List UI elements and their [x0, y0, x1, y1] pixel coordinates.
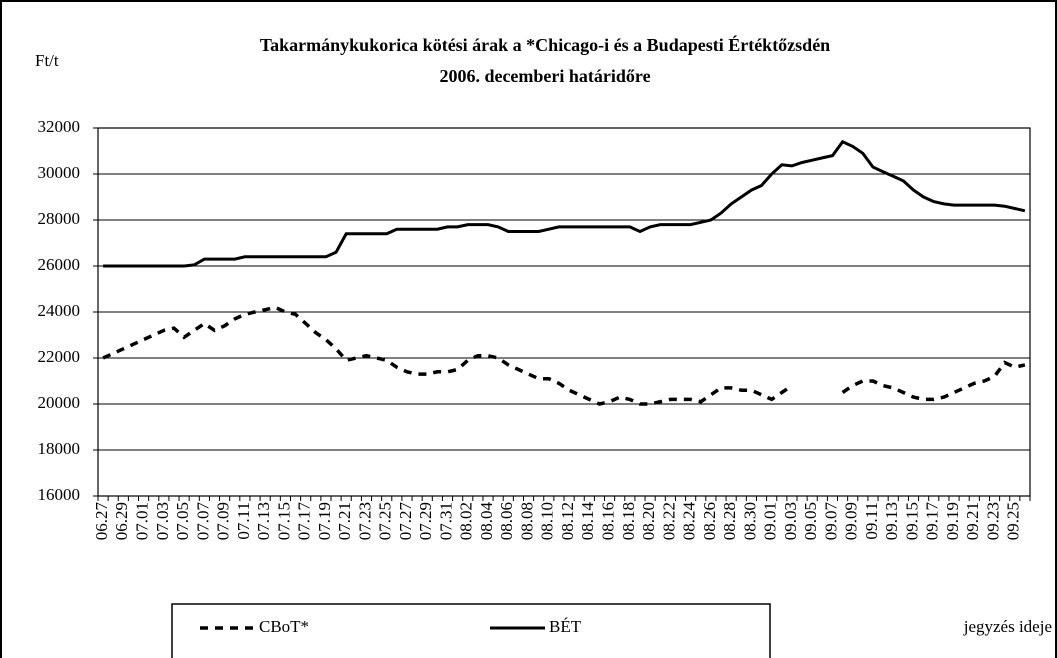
- x-tick-label: 07.29: [416, 502, 435, 540]
- line-series: [103, 139, 1026, 268]
- x-tick-label: 08.18: [619, 502, 638, 540]
- y-tick-label: 26000: [38, 255, 81, 274]
- x-tick-label: 08.28: [720, 502, 739, 540]
- x-tick-label: 09.03: [781, 502, 800, 540]
- x-tick-label: 09.19: [943, 502, 962, 540]
- x-tick-label: 08.26: [700, 502, 719, 540]
- x-tick-label: 08.16: [598, 502, 617, 540]
- x-tick-label: 06.29: [112, 502, 131, 540]
- x-tick-label: 08.14: [578, 502, 597, 541]
- x-tick-label: 07.15: [274, 502, 293, 540]
- legend-label: CBoT*: [259, 617, 309, 636]
- x-tick-label: 08.04: [477, 502, 496, 541]
- x-tick-label: 07.09: [214, 502, 233, 540]
- x-tick-label: 07.11: [234, 502, 253, 540]
- x-tick-label: 09.05: [801, 502, 820, 540]
- line-series: [102, 305, 1026, 406]
- y-tick-label: 24000: [38, 301, 81, 320]
- x-tick-label: 09.23: [983, 502, 1002, 540]
- x-tick-label: 08.10: [538, 502, 557, 540]
- x-tick-label: 06.27: [92, 502, 111, 541]
- x-tick-label: 07.31: [436, 502, 455, 540]
- x-tick-label: 07.25: [376, 502, 395, 540]
- x-tick-label: 07.01: [132, 502, 151, 540]
- x-tick-label: 09.13: [882, 502, 901, 540]
- x-tick-label: 07.27: [396, 502, 415, 541]
- chart-title: 2006. decemberi határidőre: [439, 66, 650, 86]
- x-tick-label: 08.30: [740, 502, 759, 540]
- y-axis-label: Ft/t: [35, 51, 59, 70]
- x-tick-label: 09.21: [963, 502, 982, 540]
- y-tick-label: 22000: [38, 347, 81, 366]
- x-tick-label: 07.03: [153, 502, 172, 540]
- x-tick-label: 09.01: [761, 502, 780, 540]
- x-tick-label: 08.22: [659, 502, 678, 540]
- x-axis-label: jegyzés ideje: [963, 617, 1052, 636]
- y-tick-label: 30000: [38, 163, 81, 182]
- x-tick-label: 09.11: [862, 502, 881, 540]
- y-tick-label: 20000: [38, 393, 81, 412]
- legend-label: BÉT: [549, 617, 582, 636]
- x-tick-label: 09.09: [842, 502, 861, 540]
- x-tick-label: 08.08: [517, 502, 536, 540]
- x-tick-label: 07.17: [295, 502, 314, 541]
- x-tick-label: 08.20: [639, 502, 658, 540]
- chart-title: Takarmánykukorica kötési árak a *Chicago…: [260, 34, 830, 55]
- x-tick-label: 09.15: [902, 502, 921, 540]
- y-tick-label: 32000: [38, 117, 81, 136]
- x-tick-label: 08.06: [497, 502, 516, 540]
- x-tick-label: 09.17: [923, 502, 942, 541]
- x-tick-label: 08.12: [558, 502, 577, 540]
- x-tick-label: 07.05: [173, 502, 192, 540]
- y-tick-label: 16000: [38, 485, 81, 504]
- x-tick-label: 07.19: [315, 502, 334, 540]
- x-tick-label: 09.25: [1004, 502, 1023, 540]
- legend-box: [171, 603, 771, 658]
- x-tick-label: 07.07: [193, 502, 212, 541]
- x-tick-label: 07.21: [335, 502, 354, 540]
- x-tick-label: 07.13: [254, 502, 273, 540]
- y-tick-label: 28000: [38, 209, 81, 228]
- x-tick-label: 08.24: [680, 502, 699, 541]
- x-tick-label: 09.07: [821, 502, 840, 541]
- y-tick-label: 18000: [38, 439, 81, 458]
- x-tick-label: 08.02: [457, 502, 476, 540]
- x-tick-label: 07.23: [355, 502, 374, 540]
